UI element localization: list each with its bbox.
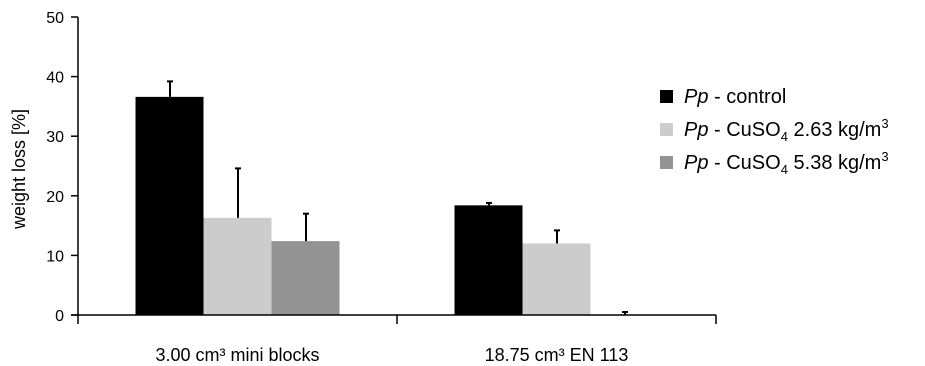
y-tick-label: 10: [46, 248, 64, 265]
legend: Pp - control Pp - CuSO4 2.63 kg/m3 Pp - Cu…: [660, 86, 889, 177]
y-tick-label: 50: [46, 10, 64, 27]
x-category-label: 3.00 cm³ mini blocks: [155, 345, 319, 365]
y-tick-label: 0: [55, 308, 64, 325]
bar-1-series-3: [271, 241, 340, 315]
legend-label-2: Pp - CuSO4 2.63 kg/m3: [684, 116, 889, 144]
x-category-label: 18.75 cm³ EN 113: [485, 345, 629, 365]
legend-swatch-3: [660, 156, 673, 169]
y-tick-label: 20: [46, 189, 64, 206]
bar-2-series-2: [522, 243, 591, 315]
bar-2-series-1: [454, 205, 523, 315]
bar-1-series-1: [135, 96, 204, 315]
y-tick-label: 40: [46, 70, 64, 87]
bars-group: [135, 96, 591, 315]
legend-label-3: Pp - CuSO4 5.38 kg/m3: [684, 149, 889, 177]
axes-group: 0 10 20 30 40 50 3.00 cm³ mini blocks 18.75 cm³…: [9, 10, 717, 365]
legend-swatch-1: [660, 90, 673, 103]
bar-1-series-2: [203, 217, 272, 315]
legend-label-1: Pp - control: [684, 86, 786, 108]
legend-swatch-2: [660, 123, 673, 136]
y-tick-label: 30: [46, 129, 64, 146]
y-axis-title: weight loss [%]: [9, 109, 29, 230]
